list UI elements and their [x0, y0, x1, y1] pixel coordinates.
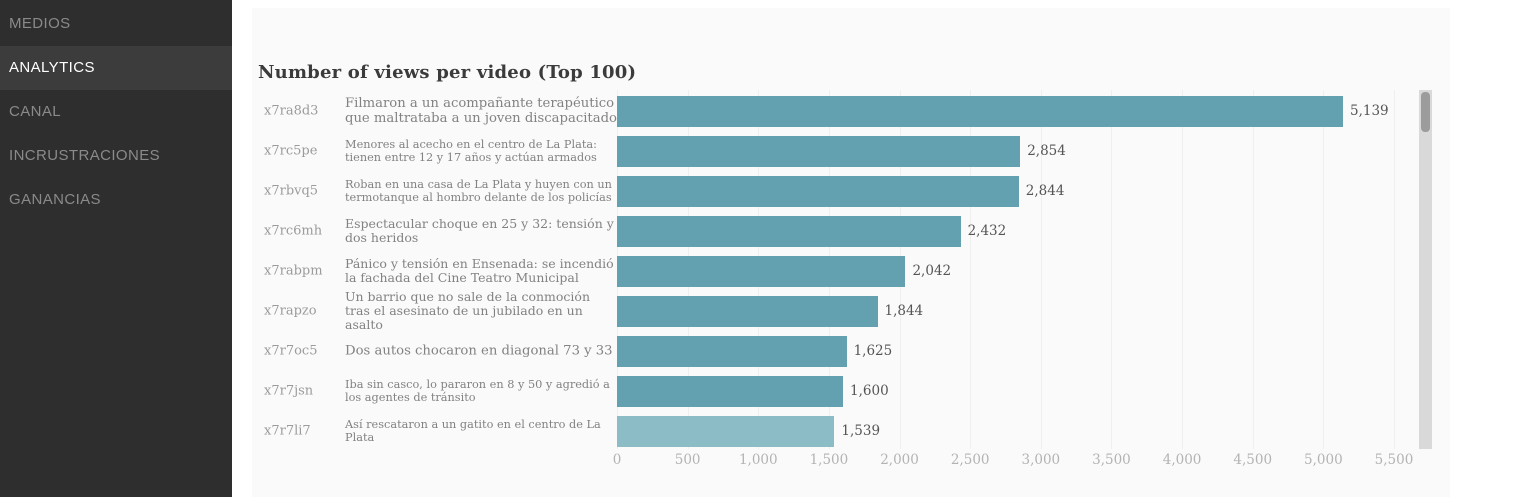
- bar[interactable]: [617, 96, 1343, 127]
- video-title: Pánico y tensión en Ensenada: se incendi…: [345, 256, 614, 285]
- chart-row: x7r7jsn Iba sin casco, lo pararon en 8 y…: [0, 371, 1526, 411]
- sidebar-item-canal[interactable]: CANAL: [9, 103, 62, 120]
- x-axis: 0 500 1,000 1,500 2,000 2,500 3,000 3,500 4,000 4…: [613, 452, 1414, 472]
- analytics-panel: [252, 8, 1450, 497]
- video-title: Menores al acecho en el centro de La Pla…: [345, 138, 597, 164]
- bar-value-label: 2,432: [967, 223, 1007, 239]
- chart-row: x7rbvq5 Roban en una casa de La Plata y …: [0, 171, 1526, 211]
- sidebar-item-medios[interactable]: MEDIOS: [9, 15, 71, 32]
- x-axis-tick-label: 5,500: [1374, 452, 1414, 468]
- bar[interactable]: [617, 296, 878, 327]
- x-axis-tick-label: 3,000: [1021, 452, 1061, 468]
- x-axis-tick-label: 5,000: [1304, 452, 1343, 468]
- video-id: x7rapzo: [264, 303, 317, 319]
- chart-row: x7ra8d3 Filmaron a un acompañante terapé…: [0, 91, 1526, 131]
- scrollbar-thumb[interactable]: [1421, 92, 1430, 132]
- bar-value-label: 2,854: [1027, 143, 1066, 159]
- video-title: Filmaron a un acompañante terapéutico qu…: [345, 96, 617, 126]
- video-title: Dos autos chocaron en diagonal 73 y 33: [345, 343, 613, 359]
- x-axis-tick-label: 500: [674, 452, 701, 468]
- sidebar: MEDIOS ANALYTICS CANAL INCRUSTRACIONES G…: [0, 0, 232, 497]
- video-id: x7rc5pe: [264, 143, 318, 159]
- x-axis-tick-label: 4,500: [1233, 452, 1273, 468]
- bar-value-label: 5,139: [1350, 103, 1389, 119]
- video-id: x7rc6mh: [264, 223, 323, 239]
- video-id: x7r7jsn: [264, 383, 314, 399]
- video-title: Así rescataron a un gatito en el centro …: [345, 418, 601, 444]
- chart-row: x7r7oc5 Dos autos chocaron en diagonal 7…: [0, 331, 1526, 371]
- x-axis-tick-label: 1,500: [809, 452, 849, 468]
- chart-row: x7rapzo Un barrio que no sale de la conm…: [0, 289, 1526, 332]
- video-title: Iba sin casco, lo pararon en 8 y 50 y ag…: [345, 378, 610, 404]
- video-id: x7rabpm: [264, 263, 323, 279]
- x-axis-tick-label: 3,500: [1092, 452, 1131, 468]
- bar-value-label: 1,844: [884, 303, 924, 319]
- bar[interactable]: [617, 336, 847, 367]
- bar[interactable]: [617, 216, 961, 247]
- x-axis-tick-label: 1,000: [738, 452, 778, 468]
- bar[interactable]: [617, 416, 835, 447]
- chart-row: x7rc6mh Espectacular choque en 25 y 32: …: [0, 211, 1526, 251]
- sidebar-item-ganancias[interactable]: GANANCIAS: [9, 191, 101, 208]
- bar[interactable]: [617, 176, 1019, 207]
- x-axis-tick-label: 2,500: [950, 452, 990, 468]
- video-title: Roban en una casa de La Plata y huyen co…: [345, 178, 612, 204]
- chart-title: Number of views per video (Top 100): [258, 62, 637, 83]
- x-axis-tick-label: 0: [612, 452, 622, 468]
- bar-value-label: 2,042: [912, 263, 952, 279]
- video-id: x7r7oc5: [264, 343, 318, 359]
- video-id: x7ra8d3: [264, 103, 319, 119]
- chart-scrollbar[interactable]: [1419, 90, 1432, 449]
- sidebar-item-analytics[interactable]: ANALYTICS: [0, 46, 232, 90]
- sidebar-item-incrustraciones[interactable]: INCRUSTRACIONES: [9, 147, 161, 164]
- bar[interactable]: [617, 136, 1021, 167]
- bar-value-label: 1,600: [850, 383, 889, 399]
- video-title: Espectacular choque en 25 y 32: tensión …: [345, 216, 614, 245]
- chart-row: x7rc5pe Menores al acecho en el centro d…: [0, 131, 1526, 171]
- video-id: x7r7li7: [264, 423, 311, 439]
- bar-value-label: 2,844: [1025, 183, 1065, 199]
- video-id: x7rbvq5: [264, 183, 319, 199]
- x-axis-tick-label: 2,000: [880, 452, 919, 468]
- bar[interactable]: [617, 376, 844, 407]
- x-axis-tick-label: 4,000: [1162, 452, 1202, 468]
- bar[interactable]: [617, 256, 906, 287]
- bar-value-label: 1,539: [841, 423, 881, 439]
- bar-value-label: 1,625: [853, 343, 893, 359]
- chart-row: x7rabpm Pánico y tensión en Ensenada: se…: [0, 251, 1526, 291]
- views-bar-chart: x7ra8d3 Filmaron a un acompañante terapé…: [0, 91, 1526, 451]
- video-title: Un barrio que no sale de la conmoción tr…: [345, 289, 590, 332]
- chart-row: x7r7li7 Así rescataron a un gatito en el…: [0, 411, 1526, 451]
